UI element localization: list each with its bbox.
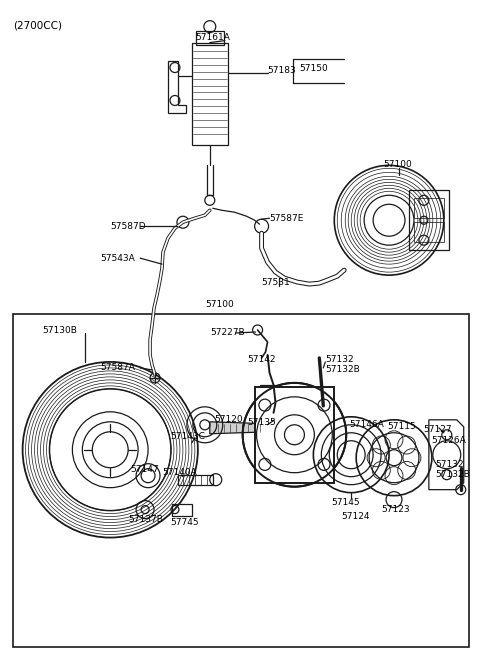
Text: 57132B: 57132B xyxy=(435,470,469,479)
Bar xyxy=(172,504,192,516)
Bar xyxy=(12,314,468,647)
Text: 57132: 57132 xyxy=(325,355,354,364)
Text: 57145: 57145 xyxy=(331,498,360,506)
Text: 57150: 57150 xyxy=(300,64,328,73)
Text: 57140A: 57140A xyxy=(162,468,197,477)
Text: 57227B: 57227B xyxy=(210,328,244,337)
Bar xyxy=(196,31,224,45)
Bar xyxy=(409,190,449,250)
Text: 57120: 57120 xyxy=(214,415,242,424)
Bar xyxy=(414,222,444,242)
Text: 57100: 57100 xyxy=(205,300,234,309)
Text: 57147: 57147 xyxy=(130,464,159,474)
Text: 57132B: 57132B xyxy=(325,365,360,374)
Text: 57143C: 57143C xyxy=(170,432,205,441)
Text: 57531: 57531 xyxy=(262,278,290,287)
Text: 57137B: 57137B xyxy=(128,514,163,523)
Text: 57132: 57132 xyxy=(435,460,464,469)
Text: 57115: 57115 xyxy=(387,422,416,431)
Text: 57100: 57100 xyxy=(383,160,412,169)
Bar xyxy=(414,198,444,218)
Text: 57127: 57127 xyxy=(423,425,452,434)
Text: 57745: 57745 xyxy=(170,518,199,527)
Text: 57126A: 57126A xyxy=(431,436,466,445)
Text: 57587D: 57587D xyxy=(110,222,146,231)
Text: 57587A: 57587A xyxy=(100,363,135,373)
Bar xyxy=(178,475,213,485)
Text: 57142: 57142 xyxy=(248,355,276,364)
Text: 57146A: 57146A xyxy=(349,420,384,429)
Bar xyxy=(260,385,279,407)
Bar xyxy=(192,43,228,146)
Text: 57587E: 57587E xyxy=(270,214,304,223)
Text: 57124: 57124 xyxy=(341,512,370,521)
Text: 57130B: 57130B xyxy=(43,326,77,335)
Text: (2700CC): (2700CC) xyxy=(12,20,61,31)
Text: 57161A: 57161A xyxy=(195,33,230,41)
Text: 57123: 57123 xyxy=(381,504,410,514)
Text: 57183: 57183 xyxy=(267,66,296,75)
Text: 57135: 57135 xyxy=(248,418,276,427)
Text: 57543A: 57543A xyxy=(100,254,135,262)
Polygon shape xyxy=(210,422,270,434)
Bar xyxy=(254,387,334,483)
